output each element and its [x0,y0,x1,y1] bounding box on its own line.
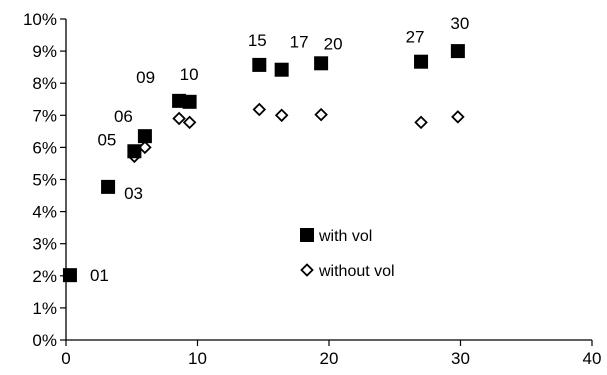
series-without-vol [127,102,465,164]
legend-item: without vol [300,263,395,280]
legend: with vol without vol [300,228,395,280]
legend-label: without vol [318,263,395,280]
data-point-diamond [274,108,289,123]
series-layer [62,44,465,283]
point-label: 17 [290,33,309,52]
point-label: 09 [136,68,155,87]
point-label: 20 [324,34,343,53]
data-point-square [182,94,197,109]
point-label: 27 [406,28,425,47]
y-axis-ticks: 0% 1% 2% 3% 4% 5% 6% 7% 8% 9% 10% [23,10,66,350]
y-tick-label: 7% [32,106,57,125]
data-point-diamond [252,102,267,117]
point-label: 06 [114,107,133,126]
y-tick-label: 2% [32,267,57,286]
data-point-square [62,268,77,283]
y-tick-label: 4% [32,203,57,222]
data-point-square [314,56,329,71]
x-tick-label: 30 [451,349,470,368]
data-point-diamond [172,111,186,126]
data-point-square [450,44,465,59]
legend-label: with vol [318,228,372,245]
y-tick-label: 10% [23,10,57,29]
x-tick-label: 20 [320,349,339,368]
series-with-vol [62,44,465,283]
data-point-diamond [314,107,328,122]
y-tick-label: 1% [32,299,57,318]
y-tick-label: 9% [32,42,57,61]
data-point-square [252,57,267,72]
point-label: 10 [180,65,199,84]
data-point-square [274,62,289,77]
data-point-square [101,179,116,194]
x-axis-ticks: 0 10 20 30 40 [61,340,601,368]
data-point-square [127,144,142,159]
point-label: 15 [248,31,267,50]
y-tick-label: 5% [32,171,57,190]
data-point-square [172,93,187,108]
point-label: 30 [450,14,469,33]
legend-square-marker [300,228,314,242]
data-point-diamond [451,110,465,124]
data-point-diamond [182,115,197,130]
legend-item: with vol [300,228,372,245]
y-tick-label: 8% [32,74,57,93]
data-point-diamond [414,115,428,130]
x-tick-label: 0 [61,349,70,368]
point-labels: 01 03 05 06 09 10 15 17 20 27 30 [90,14,469,285]
y-tick-label: 0% [32,331,57,350]
data-point-square [137,129,152,144]
point-label: 03 [124,184,143,203]
y-tick-label: 3% [32,235,57,254]
point-label: 05 [97,130,116,149]
data-point-square [414,54,429,69]
x-tick-label: 10 [188,349,207,368]
legend-diamond-marker [300,263,314,277]
y-tick-label: 6% [32,138,57,157]
x-tick-label: 40 [583,349,602,368]
point-label: 01 [90,266,109,285]
